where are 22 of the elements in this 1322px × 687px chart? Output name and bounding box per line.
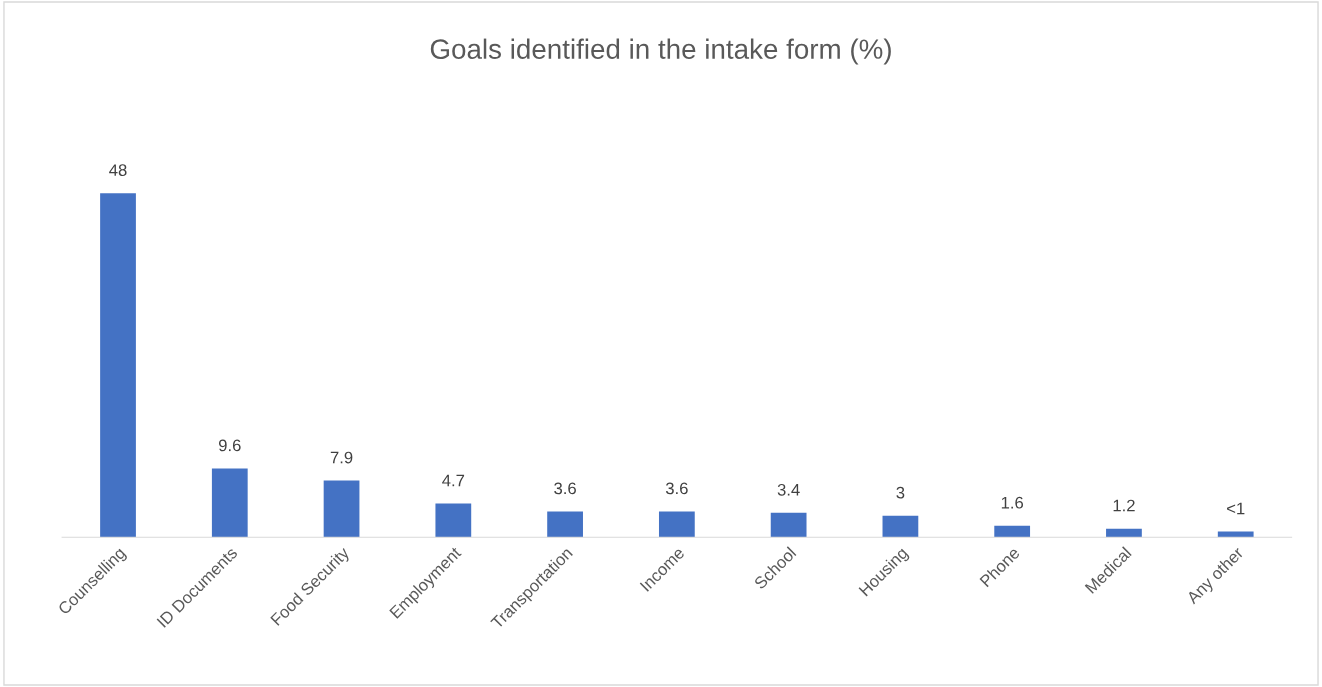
data-label: 48 <box>109 164 127 177</box>
data-label: 7.9 <box>330 451 353 464</box>
data-label: 3 <box>896 486 905 499</box>
data-label: <1 <box>1227 502 1245 515</box>
bar <box>435 503 472 538</box>
data-label: 3.6 <box>554 482 576 495</box>
chart-title: Goals identified in the intake form (%) <box>430 38 891 65</box>
bar <box>323 480 360 538</box>
bar <box>547 511 583 538</box>
data-label: 1.6 <box>1001 496 1024 509</box>
bar <box>100 193 136 538</box>
data-label: 9.6 <box>218 439 241 452</box>
bar <box>211 468 248 538</box>
bar <box>658 511 695 538</box>
data-label: 1.2 <box>1113 499 1135 512</box>
bar <box>1106 528 1142 538</box>
bar <box>994 525 1031 538</box>
data-label: 4.7 <box>442 474 465 487</box>
data-label: 3.6 <box>665 482 688 495</box>
bar <box>770 512 807 538</box>
bar <box>882 515 919 538</box>
data-label: 3.4 <box>777 483 800 496</box>
